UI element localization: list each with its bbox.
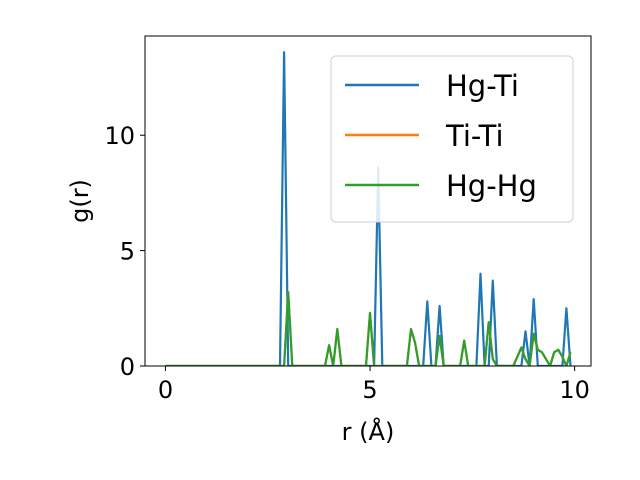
y-axis-label: g(r) <box>66 179 94 223</box>
x-tick-label: 10 <box>559 376 590 404</box>
series-lines <box>165 51 572 366</box>
legend-label-ti-ti: Ti-Ti <box>445 119 504 153</box>
axes-frame <box>144 35 592 367</box>
y-axis-ticks: 0 5 10 <box>104 122 145 381</box>
x-axis-ticks: 0 5 10 <box>158 366 590 404</box>
legend: Hg-Ti Ti-Ti Hg-Hg <box>330 55 574 223</box>
legend-label-hg-hg: Hg-Hg <box>446 169 537 203</box>
legend-label-hg-ti: Hg-Ti <box>446 69 519 103</box>
x-tick-label: 5 <box>362 376 377 404</box>
x-axis-label: r (Å) <box>342 417 395 446</box>
y-tick-label: 0 <box>120 353 135 381</box>
y-tick-label: 10 <box>104 122 135 150</box>
series-line-hg-hg <box>165 291 572 366</box>
y-tick-label: 5 <box>120 238 135 266</box>
series-line-hg-ti <box>165 51 572 366</box>
legend-box <box>330 55 574 223</box>
x-tick-label: 0 <box>158 376 173 404</box>
plot-area <box>165 51 572 366</box>
